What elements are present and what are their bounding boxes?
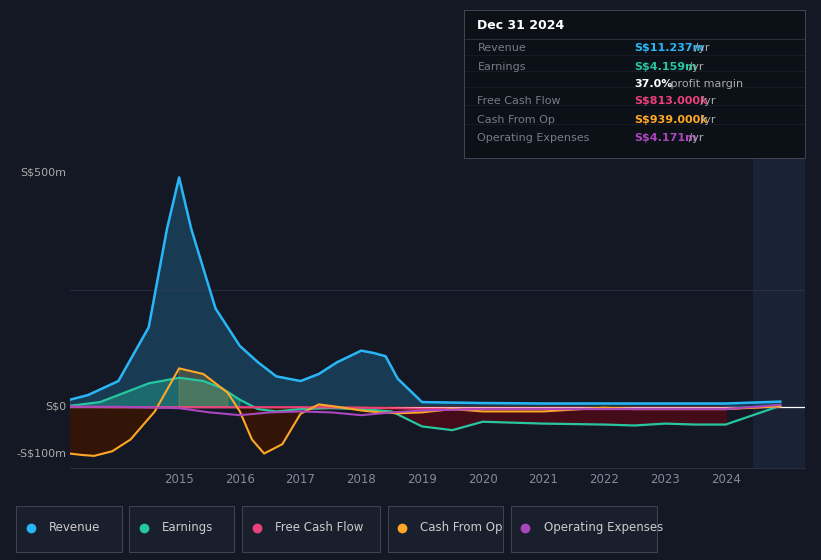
Text: Free Cash Flow: Free Cash Flow bbox=[275, 521, 364, 534]
Text: Earnings: Earnings bbox=[162, 521, 213, 534]
Text: Earnings: Earnings bbox=[478, 62, 526, 72]
Text: Cash From Op: Cash From Op bbox=[478, 115, 555, 125]
FancyBboxPatch shape bbox=[388, 506, 503, 552]
Text: /yr: /yr bbox=[685, 133, 704, 143]
FancyBboxPatch shape bbox=[242, 506, 380, 552]
Text: /yr: /yr bbox=[697, 96, 716, 106]
Text: Free Cash Flow: Free Cash Flow bbox=[478, 96, 561, 106]
Text: profit margin: profit margin bbox=[667, 78, 743, 88]
Text: 37.0%: 37.0% bbox=[635, 78, 672, 88]
Text: Revenue: Revenue bbox=[49, 521, 101, 534]
Text: S$4.159m: S$4.159m bbox=[635, 62, 697, 72]
Text: S$813.000k: S$813.000k bbox=[635, 96, 708, 106]
Text: /yr: /yr bbox=[685, 62, 704, 72]
Text: Revenue: Revenue bbox=[478, 43, 526, 53]
Text: S$500m: S$500m bbox=[20, 168, 67, 178]
Text: S$4.171m: S$4.171m bbox=[635, 133, 697, 143]
FancyBboxPatch shape bbox=[16, 506, 122, 552]
Text: Cash From Op: Cash From Op bbox=[420, 521, 502, 534]
Text: Dec 31 2024: Dec 31 2024 bbox=[478, 18, 565, 31]
Text: S$11.237m: S$11.237m bbox=[635, 43, 704, 53]
Text: Operating Expenses: Operating Expenses bbox=[478, 133, 589, 143]
FancyBboxPatch shape bbox=[511, 506, 657, 552]
Text: Operating Expenses: Operating Expenses bbox=[544, 521, 663, 534]
Bar bbox=[753, 140, 805, 468]
Text: /yr: /yr bbox=[691, 43, 709, 53]
Text: S$0: S$0 bbox=[45, 402, 67, 412]
Text: /yr: /yr bbox=[697, 115, 716, 125]
Text: S$939.000k: S$939.000k bbox=[635, 115, 708, 125]
Text: -S$100m: -S$100m bbox=[16, 449, 67, 459]
FancyBboxPatch shape bbox=[129, 506, 234, 552]
